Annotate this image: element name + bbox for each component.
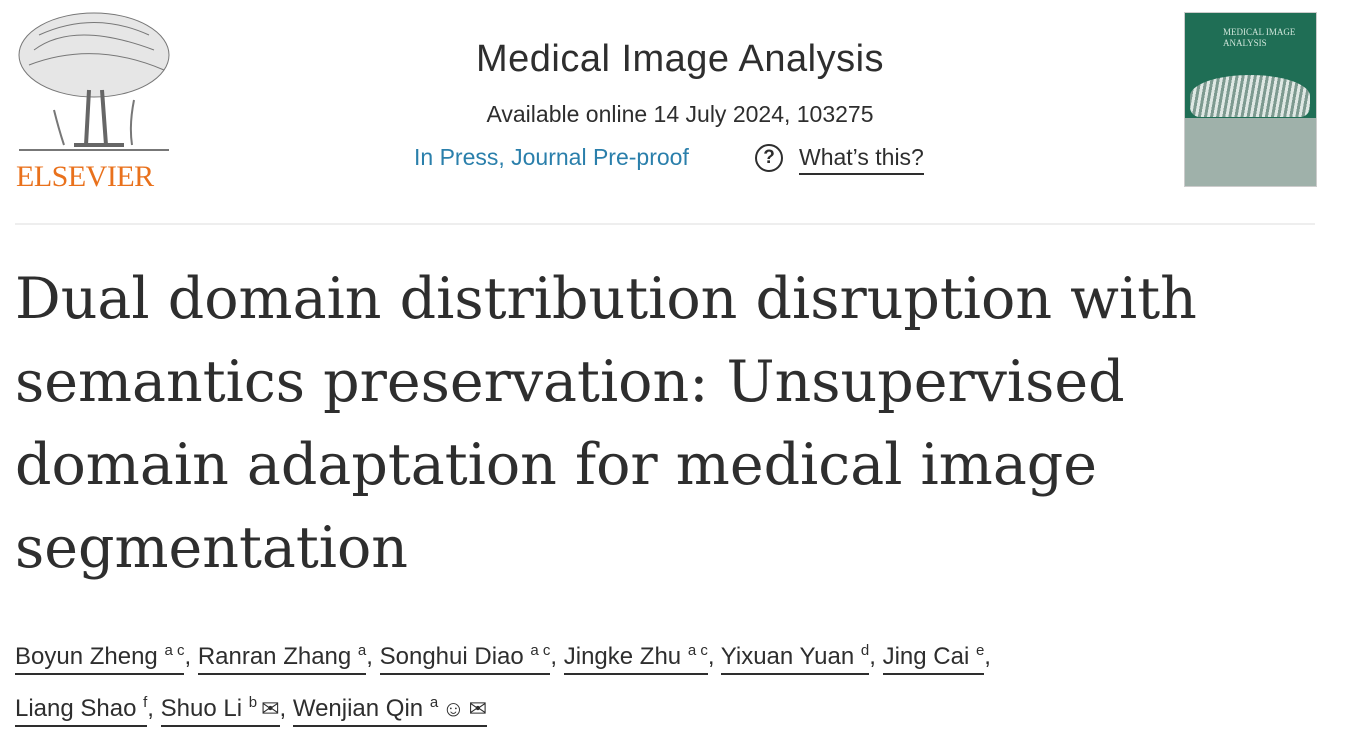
journal-name[interactable]: Medical Image Analysis (475, 38, 885, 80)
author-link[interactable]: Wenjian Qin a ☺ ✉ (292, 694, 488, 727)
author-name: Boyun Zheng (15, 643, 158, 670)
author-separator: , (707, 643, 721, 670)
author-affiliation: b (248, 694, 258, 711)
article-status: In Press, Journal Pre-proof (414, 144, 689, 170)
availability-info: Available online 14 July 2024, 103275 (486, 101, 874, 127)
journal-cover[interactable]: MEDICAL IMAGE ANALYSIS (1184, 12, 1317, 187)
author-affiliation: a c (687, 642, 708, 659)
author-separator: , (984, 643, 991, 670)
author-affiliation: f (143, 694, 148, 711)
envelope-icon[interactable]: ✉ (261, 696, 280, 721)
author-separator: , (366, 643, 380, 670)
author-affiliation: a c (530, 642, 551, 659)
elsevier-tree-icon (18, 12, 170, 151)
author-link[interactable]: Yixuan Yuan d (720, 642, 870, 675)
author-name: Ranran Zhang (197, 643, 352, 670)
author-link[interactable]: Jingke Zhu a c (563, 642, 708, 675)
divider (15, 223, 1315, 225)
author-list: Boyun Zheng a c, Ranran Zhang a, Songhui… (15, 628, 1315, 732)
article-title: Dual domain distribution disruption with… (15, 266, 1197, 581)
author-link[interactable]: Liang Shao f (15, 694, 148, 727)
author-name: Yixuan Yuan (720, 643, 855, 670)
cover-title: MEDICAL IMAGE ANALYSIS (1223, 27, 1296, 48)
author-separator: , (184, 643, 198, 670)
person-icon[interactable]: ☺ (442, 696, 465, 721)
question-circle-icon[interactable]: ? (755, 144, 783, 172)
author-separator: , (550, 643, 564, 670)
cover-brain-image (1190, 75, 1310, 117)
author-affiliation: e (975, 642, 985, 659)
author-affiliation: a c (164, 642, 185, 659)
author-separator: , (869, 643, 883, 670)
author-affiliation: d (860, 642, 870, 659)
elsevier-wordmark: ELSEVIER (16, 160, 154, 193)
elsevier-logo[interactable]: ELSEVIER (14, 10, 174, 193)
author-separator: , (279, 695, 293, 722)
author-name: Jingke Zhu (563, 643, 682, 670)
author-link[interactable]: Songhui Diao a c (379, 642, 551, 675)
envelope-icon[interactable]: ✉ (468, 696, 488, 721)
author-name: Wenjian Qin (292, 695, 424, 722)
whats-this-link[interactable]: What’s this? (799, 144, 924, 175)
author-link[interactable]: Jing Cai e (882, 642, 985, 675)
author-name: Jing Cai (882, 643, 970, 670)
author-link[interactable]: Boyun Zheng a c (15, 642, 185, 675)
author-link[interactable]: Shuo Li b ✉ (160, 694, 280, 727)
author-affiliation: a (357, 642, 367, 659)
author-name: Liang Shao (15, 695, 137, 722)
author-separator: , (147, 695, 161, 722)
author-affiliation: a (429, 694, 439, 711)
author-name: Songhui Diao (379, 643, 524, 670)
author-link[interactable]: Ranran Zhang a (197, 642, 367, 675)
author-name: Shuo Li (160, 695, 243, 722)
